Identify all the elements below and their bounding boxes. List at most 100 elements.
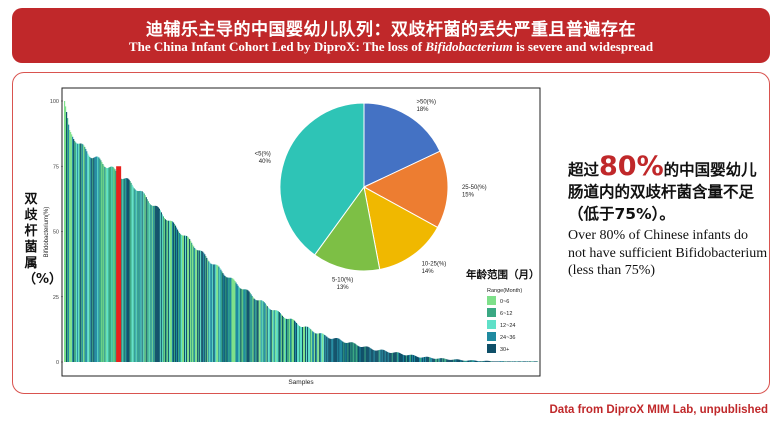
- sample-bar: [245, 289, 247, 362]
- sample-bar: [148, 202, 150, 362]
- sample-bar: [420, 357, 422, 362]
- sample-bar: [186, 235, 188, 362]
- sample-bar: [431, 358, 433, 362]
- sample-bar: [304, 326, 306, 362]
- sample-bar: [253, 298, 255, 362]
- sample-bar: [314, 332, 316, 362]
- sample-bar: [112, 166, 114, 362]
- sample-bar: [205, 256, 207, 362]
- sample-bar: [507, 361, 509, 362]
- sample-bar: [465, 360, 467, 362]
- sample-bar: [145, 197, 147, 362]
- sample-bar: [368, 347, 370, 362]
- sample-bar: [380, 349, 382, 362]
- sample-bar: [153, 205, 155, 362]
- sample-bar: [218, 266, 220, 362]
- sample-bar: [391, 352, 393, 362]
- sample-bar: [455, 359, 457, 362]
- sample-bar: [511, 361, 513, 362]
- sample-bar: [298, 326, 301, 362]
- legend-label: 12~24: [500, 323, 515, 329]
- sample-bar: [471, 360, 473, 362]
- sample-bar: [489, 361, 491, 362]
- legend-title-zh: 年龄范围（月）: [466, 268, 540, 281]
- sample-bar: [421, 357, 423, 362]
- x-axis-label: Samples: [288, 379, 314, 386]
- sample-bar: [262, 301, 264, 362]
- sample-bar: [307, 326, 309, 362]
- sample-bar: [176, 229, 179, 362]
- sample-bar: [293, 320, 296, 362]
- sample-bar: [378, 349, 380, 362]
- sample-bar: [85, 148, 87, 362]
- sample-bar: [230, 277, 232, 362]
- sample-bar: [432, 358, 434, 362]
- sample-bar: [376, 350, 378, 362]
- sample-bar: [255, 300, 257, 362]
- sample-bar: [522, 361, 525, 362]
- sample-bar: [291, 319, 294, 362]
- sample-bar: [278, 312, 280, 362]
- sample-bar: [363, 346, 365, 362]
- sample-bar: [264, 303, 266, 362]
- sample-bar: [353, 342, 355, 362]
- sample-bar: [418, 357, 421, 362]
- sample-bar: [460, 360, 462, 362]
- sample-bar: [168, 220, 171, 362]
- sample-bar: [310, 329, 312, 362]
- sample-bar: [134, 189, 136, 362]
- sample-bar: [219, 267, 221, 362]
- sample-bar: [487, 360, 489, 362]
- sample-bar: [340, 340, 342, 362]
- pie-slice: [313, 185, 381, 272]
- sample-bar: [473, 360, 475, 362]
- sample-bar: [390, 352, 392, 362]
- sample-bar: [70, 132, 72, 362]
- sample-bar: [461, 360, 463, 362]
- sample-bar: [104, 166, 106, 362]
- sample-bar: [370, 348, 372, 362]
- sample-bar: [450, 359, 452, 362]
- sample-bar: [357, 345, 359, 362]
- sample-bar: [412, 355, 415, 362]
- y-tick-label: 25: [53, 295, 59, 301]
- sample-bar: [387, 352, 389, 362]
- sample-bar: [484, 360, 486, 362]
- sample-bar: [457, 359, 459, 362]
- sample-bar: [361, 347, 363, 362]
- sample-bar: [533, 361, 536, 362]
- sample-bar: [193, 246, 195, 362]
- sample-bar: [299, 326, 302, 362]
- sample-bar: [438, 358, 440, 362]
- sample-bar: [495, 361, 497, 362]
- y-axis-label-zh: 双歧杆菌属（%）: [23, 192, 63, 287]
- sample-bar: [377, 350, 379, 362]
- sample-bar: [280, 314, 282, 362]
- sample-bar: [198, 250, 200, 362]
- title-zh: 迪辅乐主导的中国婴幼儿队列：双歧杆菌的丢失严重且普遍存在: [146, 20, 636, 40]
- sample-bar: [273, 310, 275, 362]
- sample-bar: [371, 349, 373, 362]
- sample-bar: [147, 201, 149, 362]
- legend-label: 30+: [500, 347, 509, 353]
- sample-bar: [488, 360, 490, 362]
- sample-bar: [196, 249, 198, 362]
- sample-bar: [246, 289, 248, 362]
- sample-bar: [480, 361, 482, 362]
- legend-swatch: [487, 320, 496, 329]
- y-axis-label: Bifidobacterium(%): [44, 207, 50, 258]
- sample-bar: [329, 338, 331, 362]
- sample-bar: [404, 355, 407, 362]
- sample-bar: [283, 317, 286, 362]
- sample-bar: [311, 330, 313, 362]
- sample-bar: [440, 358, 442, 362]
- sample-bar: [320, 333, 322, 362]
- sample-bar: [333, 338, 335, 362]
- sample-bar: [503, 361, 505, 362]
- sample-bar: [437, 358, 439, 362]
- sample-bar: [240, 288, 242, 362]
- sample-bar: [392, 352, 394, 362]
- sample-bar: [236, 284, 238, 362]
- sample-bar: [426, 356, 428, 362]
- sample-bar: [294, 321, 297, 362]
